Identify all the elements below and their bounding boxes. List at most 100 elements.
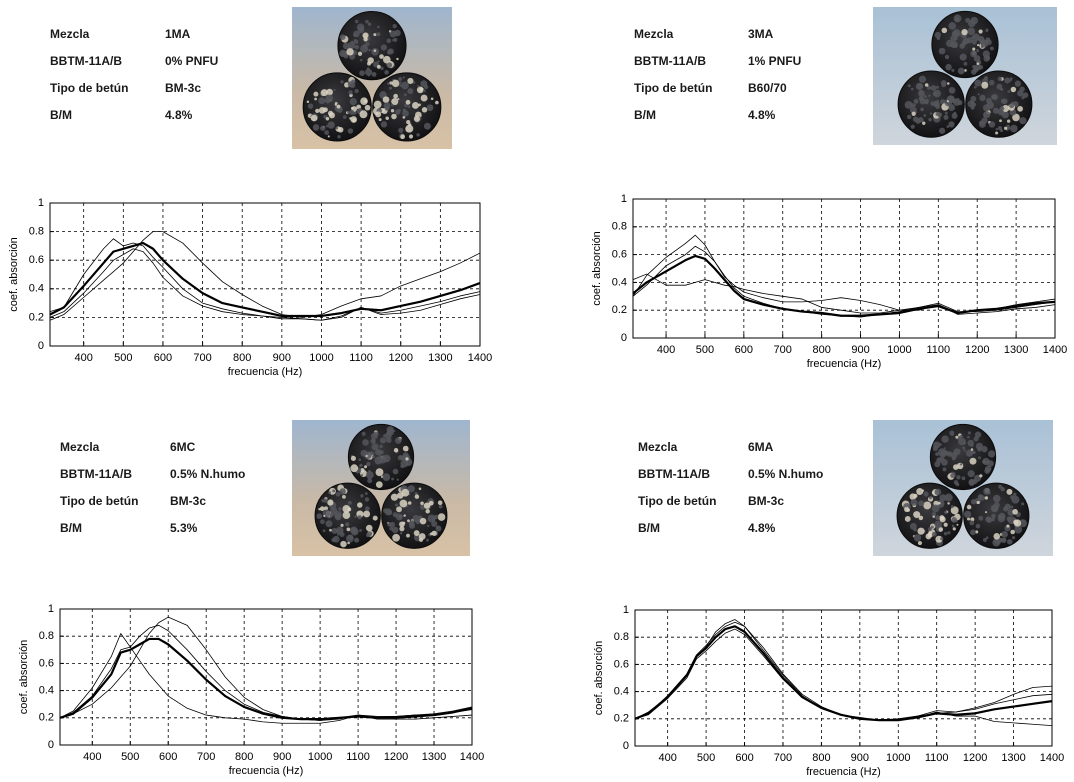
aggregate: [961, 476, 966, 481]
x-tick-label: 500: [696, 344, 714, 356]
aggregate: [391, 103, 394, 107]
aggregate: [973, 85, 977, 89]
axes-frame: [634, 609, 1053, 747]
aggregate: [953, 448, 961, 456]
aggregate: [911, 111, 916, 116]
aggregate: [337, 135, 341, 139]
aggregate: [399, 499, 408, 508]
x-tick-label: 900: [273, 352, 291, 364]
aggregate: [918, 515, 924, 521]
aggregate: [940, 537, 944, 541]
aggregate: [407, 485, 415, 493]
y-tick-label: 0: [48, 739, 54, 751]
aggregate: [431, 520, 438, 527]
aggregate: [977, 456, 981, 460]
aggregate: [393, 37, 398, 42]
x-tick-label: 500: [121, 751, 139, 763]
aggregate: [999, 119, 1002, 123]
aggregate: [386, 62, 393, 68]
aggregate: [981, 446, 988, 453]
aggregate: [357, 502, 363, 508]
aggregate: [983, 111, 991, 119]
aggregate: [980, 45, 984, 49]
aggregate: [405, 457, 409, 461]
aggregate: [1017, 90, 1024, 97]
aggregate: [968, 19, 976, 28]
aggregate: [1017, 105, 1023, 112]
info-value: 4.8%: [165, 108, 193, 122]
aggregate: [954, 17, 958, 21]
aggregate: [925, 533, 932, 540]
aggregate: [382, 473, 391, 481]
axes-frame: [632, 198, 1056, 339]
y-tick-label: 0: [621, 332, 627, 344]
x-tick-label: 1000: [887, 344, 911, 356]
y-tick-label: 0.8: [614, 631, 629, 643]
aggregate: [360, 474, 364, 477]
aggregate: [959, 463, 963, 466]
aggregate: [953, 43, 958, 48]
x-tick-label: 1400: [1043, 344, 1067, 356]
aggregate: [418, 487, 422, 491]
aggregate: [436, 525, 440, 529]
aggregate: [357, 515, 362, 520]
aggregate: [966, 504, 972, 510]
aggregate: [422, 89, 426, 93]
aggregate: [387, 82, 390, 85]
aggregate: [1002, 506, 1009, 512]
aggregate: [407, 519, 410, 523]
info-label: B/M: [50, 108, 72, 122]
aggregate: [1010, 124, 1018, 133]
aggregate: [1007, 539, 1013, 545]
aggregate: [395, 513, 403, 521]
info-value: BM-3c: [165, 81, 201, 95]
y-tick-label: 0.4: [614, 686, 629, 698]
aggregate: [984, 465, 992, 473]
aggregate: [970, 448, 974, 451]
aggregate: [944, 510, 948, 515]
aggregate: [976, 62, 980, 65]
aggregate: [978, 64, 984, 70]
aggregate: [982, 538, 987, 542]
aggregate: [913, 528, 917, 532]
aggregate: [347, 110, 350, 114]
aggregate: [378, 118, 382, 122]
aggregate: [935, 515, 940, 520]
aggregate: [1006, 488, 1013, 495]
aggregate: [943, 531, 948, 536]
aggregate: [319, 506, 325, 512]
aggregate: [947, 502, 950, 505]
aggregate: [400, 464, 405, 469]
aggregate: [413, 530, 420, 536]
aggregate: [995, 131, 999, 135]
aggregate: [934, 31, 942, 39]
aggregate: [932, 515, 935, 519]
aggregate: [411, 101, 419, 109]
aggregate: [365, 454, 368, 458]
aggregate: [916, 488, 924, 496]
aggregate: [959, 434, 963, 439]
aggregate: [421, 107, 428, 113]
aggregate: [420, 501, 424, 506]
aggregate: [1009, 103, 1015, 109]
aggregate: [371, 71, 377, 77]
aggregate: [367, 478, 373, 484]
aggregate: [907, 84, 911, 88]
aggregate: [944, 54, 950, 60]
info-label: BBTM-11A/B: [60, 467, 132, 481]
aggregate: [437, 500, 443, 506]
x-tick-label: 1200: [384, 751, 408, 763]
aggregate: [973, 436, 979, 442]
aggregate: [939, 451, 946, 458]
aggregate: [399, 521, 405, 528]
aggregate: [357, 26, 365, 34]
aggregate: [366, 67, 370, 71]
aggregate: [940, 99, 946, 105]
aggregate: [928, 117, 932, 122]
data-line: [632, 254, 1056, 317]
aggregate: [372, 515, 378, 521]
aggregate: [342, 42, 350, 50]
aggregate: [951, 524, 955, 528]
aggregate: [379, 437, 387, 444]
aggregate: [364, 497, 370, 502]
